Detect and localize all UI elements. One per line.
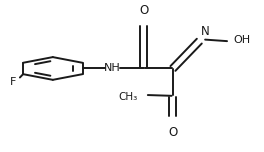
Text: F: F [10,77,16,87]
Text: N: N [201,25,209,38]
Text: NH: NH [104,64,121,73]
Text: CH₃: CH₃ [118,92,137,102]
Text: O: O [168,126,178,139]
Text: O: O [139,4,149,17]
Text: OH: OH [233,35,250,45]
